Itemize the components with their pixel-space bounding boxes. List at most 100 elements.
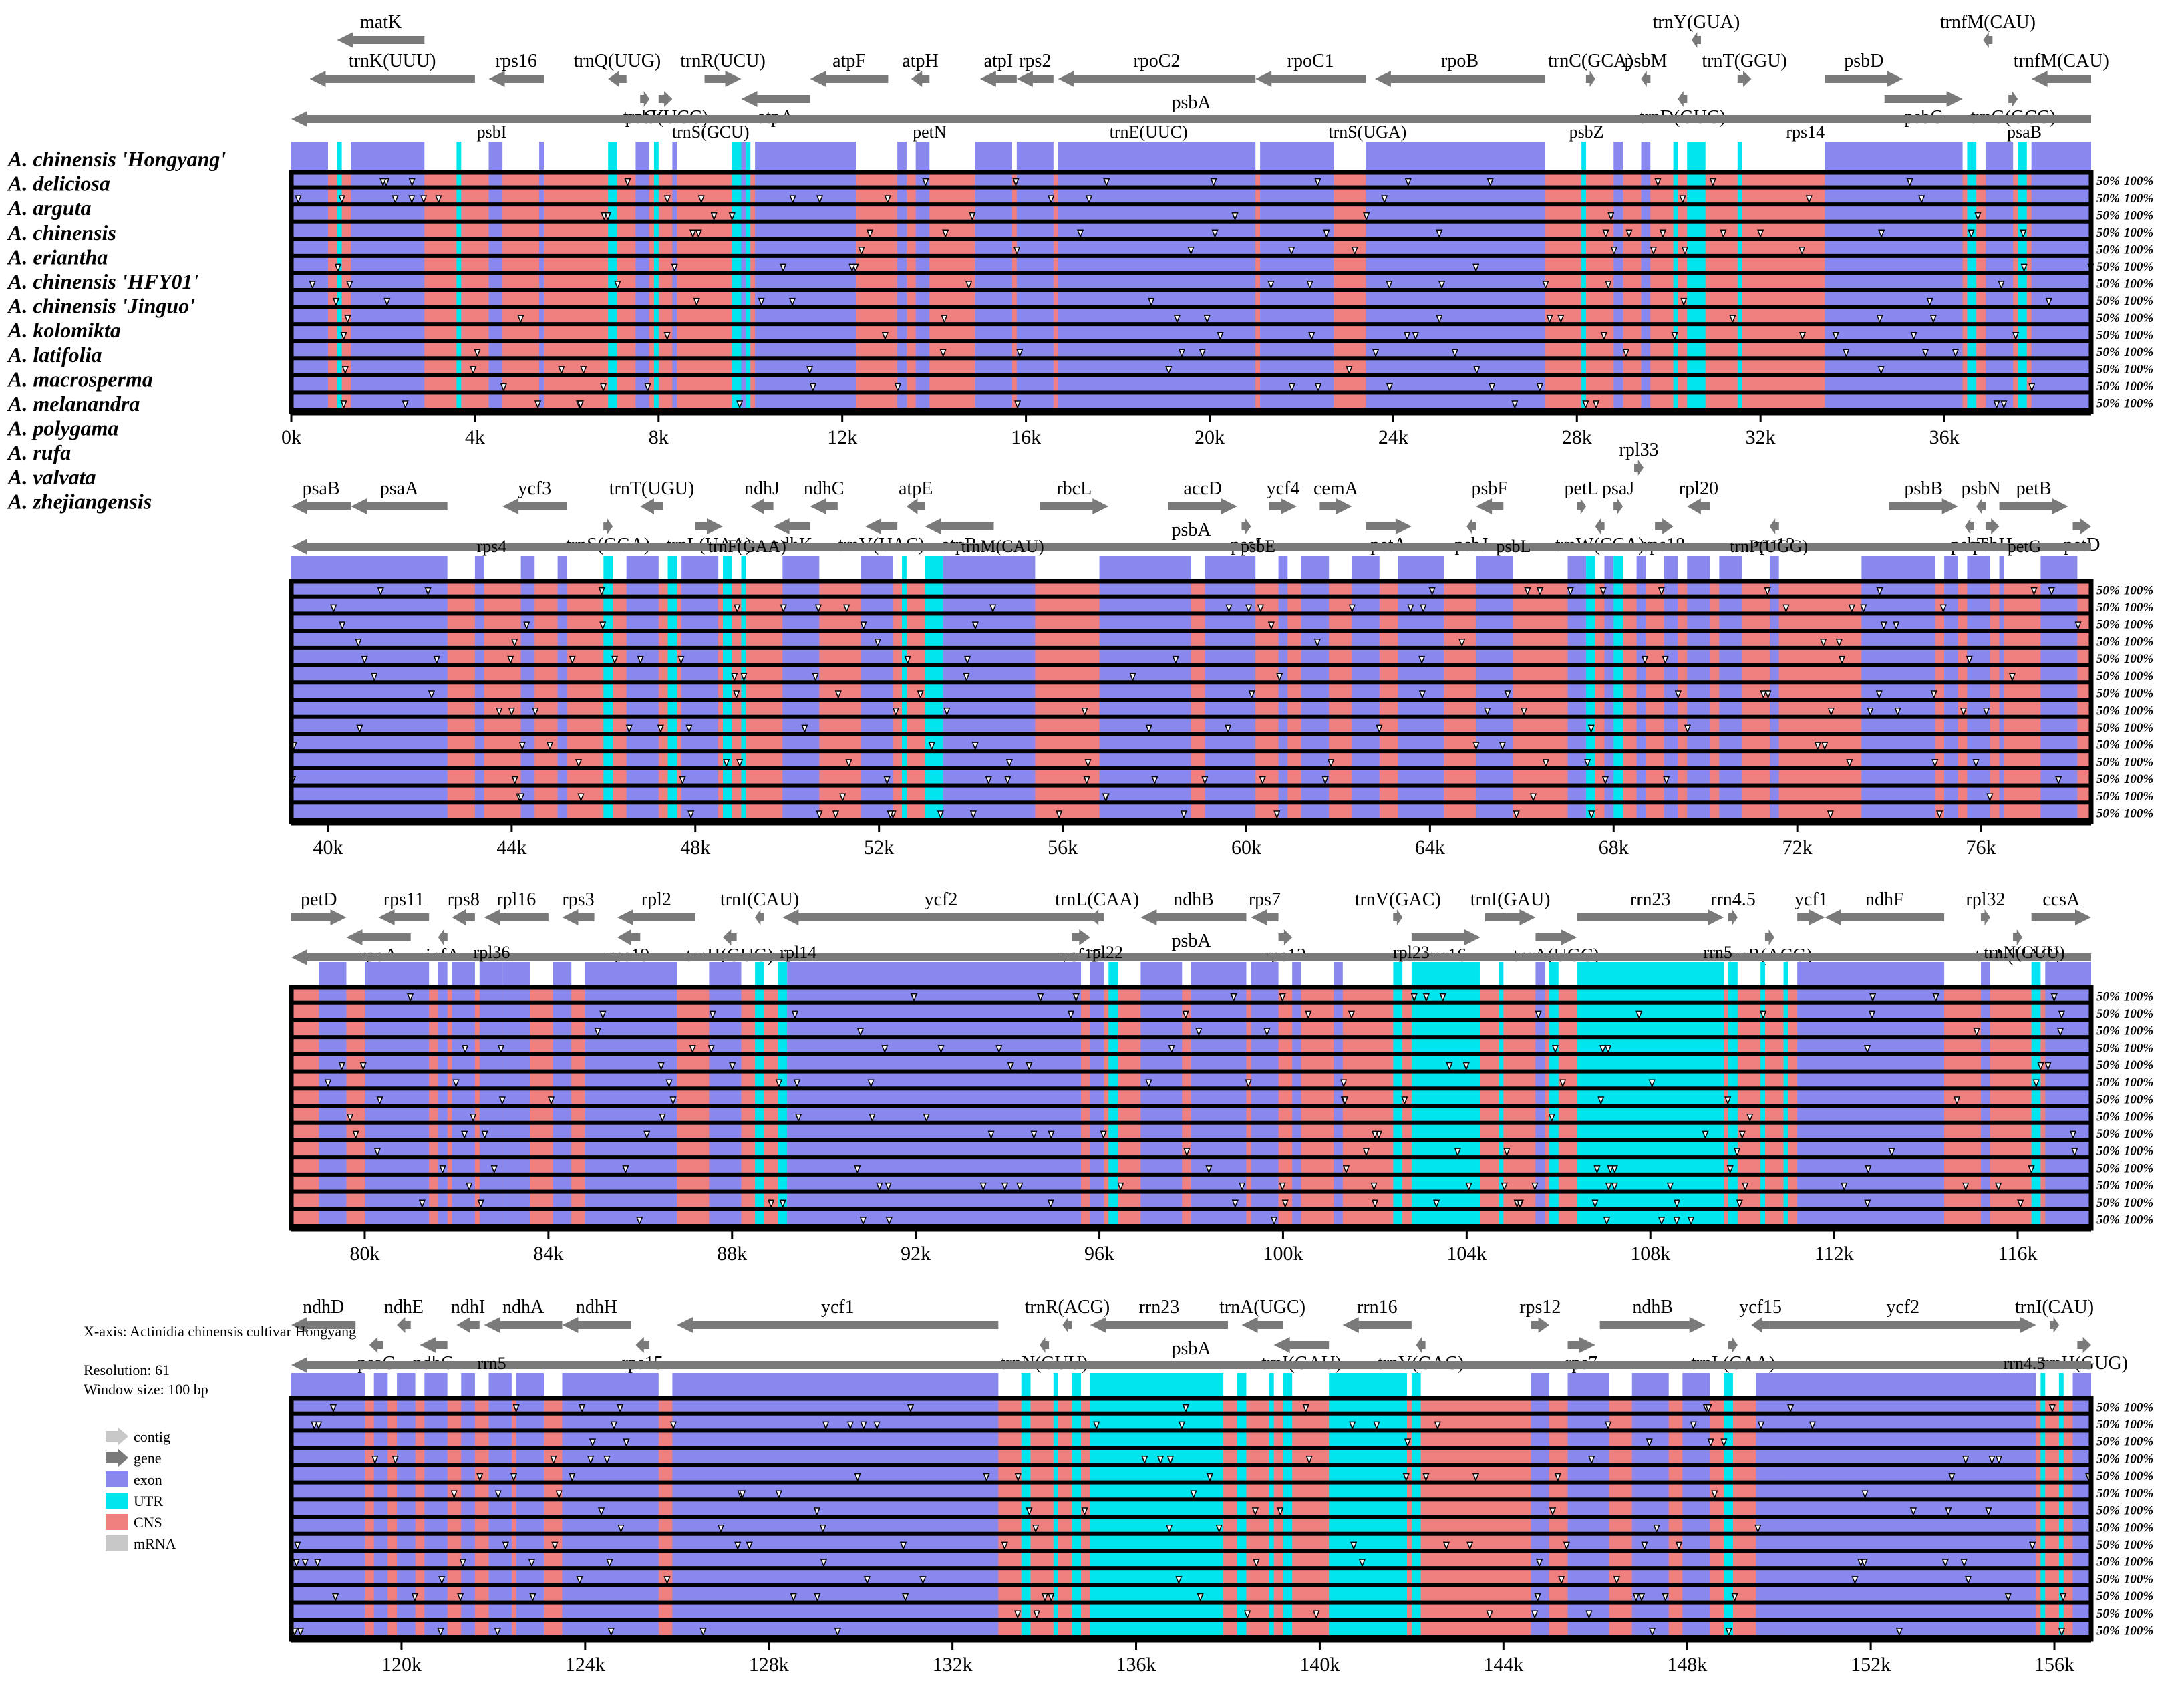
divergence-mark	[339, 621, 346, 631]
identity-scale-label: 50% 100%	[2096, 1607, 2153, 1621]
feature-box	[2040, 1373, 2046, 1398]
legend-label: contig	[134, 1428, 170, 1445]
identity-scale-label: 50% 100%	[2096, 1007, 2153, 1021]
divergence-mark	[923, 1113, 930, 1122]
gene-label: psbB	[1904, 478, 1943, 499]
divergence-mark	[461, 1130, 468, 1140]
divergence-mark	[1935, 810, 1943, 820]
identity-scale-label: 50% 100%	[2096, 328, 2153, 342]
divergence-mark	[822, 1421, 830, 1430]
divergence-mark	[1877, 366, 1885, 375]
divergence-mark	[1827, 707, 1835, 716]
divergence-mark	[1648, 1628, 1656, 1637]
identity-scale-label: 50% 100%	[2096, 704, 2153, 718]
divergence-mark	[301, 1559, 309, 1568]
feature-box	[1140, 962, 1183, 987]
divergence-mark	[1244, 1610, 1251, 1620]
feature-label: rpl14	[780, 943, 816, 962]
feature-box	[452, 962, 475, 987]
divergence-mark	[1611, 1165, 1618, 1174]
gene-arrow	[1976, 498, 1986, 514]
gene-arrow	[309, 71, 475, 87]
divergence-mark	[1960, 707, 1968, 716]
divergence-mark	[989, 604, 997, 613]
feature-box	[741, 142, 746, 170]
divergence-mark	[728, 212, 736, 221]
divergence-mark	[917, 690, 924, 700]
track-separator	[291, 390, 2091, 395]
identity-scale-label: 50% 100%	[2096, 687, 2153, 701]
divergence-mark	[637, 655, 644, 665]
identity-scale-label: 50% 100%	[2096, 379, 2153, 394]
feature-box	[319, 962, 347, 987]
gene-arrow	[754, 909, 764, 925]
gene-arrow	[741, 91, 810, 107]
divergence-mark	[813, 1507, 821, 1517]
gene-arrow	[2050, 1317, 2060, 1333]
divergence-mark	[985, 776, 992, 785]
divergence-mark	[657, 724, 664, 734]
gene-arrow	[925, 518, 994, 534]
species-label: A. macrosperma	[7, 367, 153, 391]
gene-arrow	[2077, 1337, 2091, 1353]
gene-label: petB	[2016, 478, 2052, 499]
divergence-mark	[963, 655, 971, 665]
divergence-mark	[1985, 1507, 1992, 1517]
divergence-mark	[1231, 212, 1239, 221]
gene-label: psbM	[1624, 51, 1667, 71]
divergence-mark	[1358, 1559, 1366, 1568]
gene-arrow	[635, 1337, 650, 1353]
species-label: A. arguta	[7, 196, 91, 220]
feature-box	[539, 142, 544, 170]
gene-arrow	[2013, 929, 2023, 945]
divergence-mark	[611, 655, 619, 665]
divergence-mark	[1048, 1593, 1055, 1602]
divergence-mark	[907, 1404, 915, 1413]
divergence-mark	[859, 1217, 867, 1226]
gene-label: rbcL	[1056, 478, 1092, 499]
identity-scale-label: 50% 100%	[2096, 807, 2153, 821]
gene-label: trnfM(CAU)	[2014, 51, 2109, 71]
divergence-mark	[510, 1473, 518, 1482]
feature-box	[1549, 962, 1559, 987]
divergence-mark	[603, 1456, 611, 1465]
divergence-mark	[1016, 1182, 1024, 1191]
x-axis-tick-label: 100k	[1263, 1243, 1303, 1265]
divergence-mark	[340, 400, 347, 410]
identity-scale-label: 50% 100%	[2096, 652, 2153, 666]
divergence-mark	[1982, 707, 1990, 716]
divergence-mark	[1635, 1010, 1643, 1020]
alignment-panels: matKtrnK(UUU)rps16trnQ(UUG)psbKtrnG(UCC)…	[281, 12, 2153, 1676]
divergence-mark	[1592, 400, 1600, 410]
divergence-mark	[392, 195, 399, 204]
divergence-mark	[1681, 247, 1689, 255]
track-separator	[291, 1515, 2091, 1519]
divergence-mark	[1531, 1182, 1539, 1191]
identity-track-frame	[289, 1396, 2094, 1642]
divergence-mark	[2055, 776, 2062, 785]
track-separator	[291, 749, 2091, 754]
divergence-mark	[1534, 1593, 1541, 1602]
species-label: A. chinensis	[7, 220, 116, 245]
divergence-mark	[1974, 212, 1982, 221]
feature-box	[787, 962, 1082, 987]
track-separator	[291, 732, 2091, 736]
divergence-mark	[1864, 1199, 1871, 1209]
gene-arrow	[1241, 1317, 1283, 1333]
divergence-mark	[1962, 1456, 1970, 1465]
divergence-mark	[1738, 1130, 1746, 1140]
x-axis-tick-label: 140k	[1299, 1654, 1340, 1676]
divergence-mark	[498, 1096, 506, 1106]
x-axis-tick-label: 104k	[1446, 1243, 1487, 1265]
divergence-mark	[669, 1096, 677, 1106]
divergence-mark	[1986, 793, 1994, 802]
gene-label: psaJ	[1602, 478, 1634, 499]
gene-label: rpoB	[1441, 51, 1478, 71]
divergence-mark	[617, 1404, 624, 1413]
feature-box	[1604, 556, 1614, 581]
identity-scale-label: 50% 100%	[2096, 1041, 2153, 1055]
divergence-mark	[791, 1010, 799, 1020]
divergence-mark	[1930, 690, 1937, 700]
divergence-mark	[311, 1421, 318, 1430]
x-axis-tick-label: 36k	[1929, 426, 1960, 448]
